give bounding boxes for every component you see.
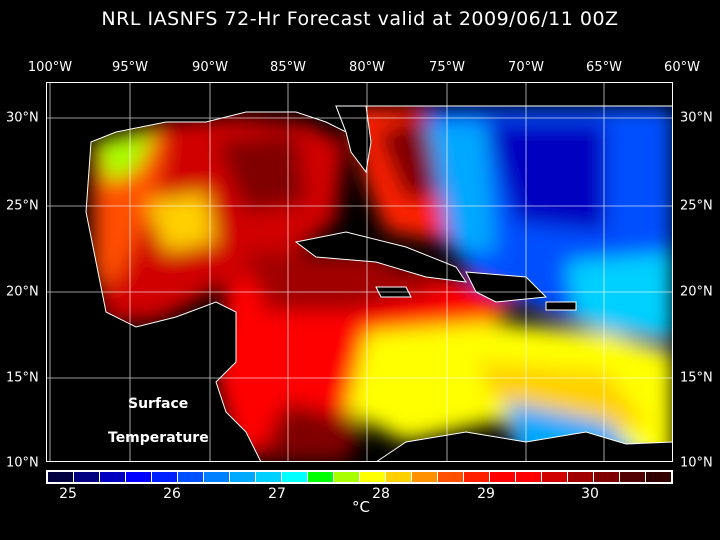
colorbar-swatch: [360, 472, 385, 482]
map-title: NRL IASNFS 72-Hr Forecast valid at 2009/…: [101, 8, 619, 30]
colorbar-swatch: [386, 472, 411, 482]
colorbar-swatch: [152, 472, 177, 482]
colorbar: [46, 470, 673, 484]
colorbar-tick: 26: [163, 486, 181, 502]
colorbar-swatch: [594, 472, 619, 482]
colorbar-swatch: [464, 472, 489, 482]
colorbar-swatch: [308, 472, 333, 482]
lat-label: 30°N: [6, 110, 39, 126]
colorbar-swatch: [48, 472, 73, 482]
lon-label: 70°W: [508, 60, 544, 75]
lat-label: 25°N: [680, 198, 713, 214]
north-central-america-land: [46, 82, 673, 462]
colorbar-swatch: [542, 472, 567, 482]
lat-label: 30°N: [680, 110, 713, 126]
coastlines: [46, 82, 673, 462]
colorbar-swatch: [256, 472, 281, 482]
lat-label: 20°N: [680, 284, 713, 300]
colorbar-swatch: [282, 472, 307, 482]
colorbar-unit: °C: [352, 498, 370, 516]
lat-label: 15°N: [680, 370, 713, 386]
colorbar-swatch: [568, 472, 593, 482]
colorbar-swatch: [204, 472, 229, 482]
colorbar-tick: 27: [268, 486, 286, 502]
colorbar-tick: 25: [59, 486, 77, 502]
puerto-rico-land: [545, 301, 577, 311]
lon-label: 95°W: [112, 60, 148, 75]
colorbar-swatch: [100, 472, 125, 482]
lat-label: 20°N: [6, 284, 39, 300]
map-label-surface: Surface: [128, 396, 189, 412]
graticule: [46, 82, 673, 462]
map-label-temperature: Temperature: [108, 430, 209, 446]
lat-label: 10°N: [6, 455, 39, 471]
colorbar-swatch: [126, 472, 151, 482]
colorbar-swatch: [490, 472, 515, 482]
lon-label: 75°W: [429, 60, 465, 75]
lat-label: 25°N: [6, 198, 39, 214]
colorbar-swatch: [646, 472, 671, 482]
colorbar-swatch: [334, 472, 359, 482]
colorbar-swatch: [438, 472, 463, 482]
colorbar-swatch: [230, 472, 255, 482]
map-frame: [46, 82, 673, 462]
colorbar-swatch: [412, 472, 437, 482]
lon-label: 60°W: [664, 60, 700, 75]
lat-label: 10°N: [680, 455, 713, 471]
lon-label: 100°W: [27, 60, 73, 75]
lon-label: 80°W: [349, 60, 385, 75]
south-america-land: [375, 431, 673, 462]
florida-land: [335, 105, 372, 174]
colorbar-swatch: [620, 472, 645, 482]
lon-label: 90°W: [192, 60, 228, 75]
colorbar-tick: 28: [372, 486, 390, 502]
cuba-land: [294, 231, 468, 283]
colorbar-swatch: [178, 472, 203, 482]
sst-map: [46, 82, 673, 462]
colorbar-swatch: [516, 472, 541, 482]
colorbar-swatch: [74, 472, 99, 482]
colorbar-tick: 30: [581, 486, 599, 502]
lon-label: 85°W: [270, 60, 306, 75]
lon-label: 65°W: [586, 60, 622, 75]
colorbar-tick: 29: [477, 486, 495, 502]
lat-label: 15°N: [6, 370, 39, 386]
